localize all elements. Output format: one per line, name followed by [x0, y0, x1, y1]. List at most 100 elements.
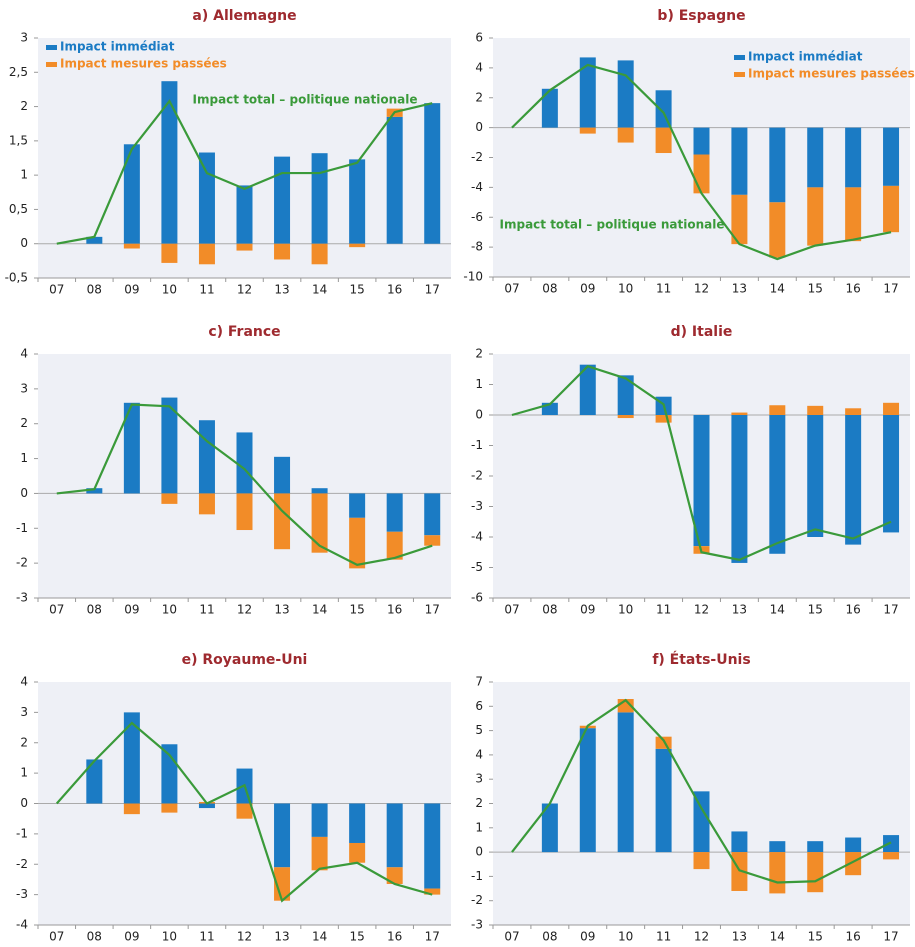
- x-tick-label: 16: [387, 603, 402, 617]
- x-tick-label: 11: [656, 930, 671, 944]
- x-tick-label: 15: [808, 603, 823, 617]
- bar: [617, 375, 634, 415]
- bar: [236, 185, 253, 244]
- x-tick-label: 14: [312, 283, 327, 297]
- x-tick-label: 07: [49, 283, 64, 297]
- bar: [424, 493, 441, 536]
- bar: [655, 415, 672, 423]
- chart-title: a) Allemagne: [192, 8, 296, 24]
- x-tick-label: 15: [808, 930, 823, 944]
- x-tick-label: 16: [845, 930, 860, 944]
- bar: [883, 127, 900, 186]
- bar: [311, 243, 328, 265]
- bar: [769, 852, 786, 894]
- bar: [769, 202, 786, 258]
- chart-panel: b) Espagne -10 -8 -6 -4 -2 0 2 4 6 07 08 09 10 11 12 13 1…: [463, 8, 914, 296]
- y-tick-label: 3: [475, 772, 483, 786]
- bar: [274, 156, 291, 244]
- x-tick-label: 12: [237, 603, 252, 617]
- x-tick-label: 10: [618, 282, 633, 296]
- bar: [274, 867, 291, 901]
- x-tick-label: 08: [87, 283, 102, 297]
- x-tick-label: 14: [770, 930, 785, 944]
- y-tick-label: -2: [471, 150, 483, 164]
- x-tick-label: 15: [808, 282, 823, 296]
- x-tick-label: 09: [580, 603, 595, 617]
- bar: [236, 243, 253, 251]
- bar: [655, 90, 672, 128]
- x-tick-label: 12: [694, 930, 709, 944]
- y-tick-label: 0: [20, 796, 28, 810]
- bar: [807, 852, 824, 893]
- y-tick-label: 1: [20, 451, 28, 465]
- y-tick-label: -3: [16, 591, 28, 605]
- x-tick-label: 12: [237, 930, 252, 944]
- bar: [123, 144, 140, 244]
- chart-title: e) Royaume-Uni: [182, 652, 308, 668]
- line-label: Impact total – politique nationale: [500, 218, 725, 232]
- chart-title: d) Italie: [671, 324, 733, 340]
- y-tick-label: 6: [475, 31, 483, 45]
- x-tick-label: 11: [656, 282, 671, 296]
- bar: [386, 867, 403, 884]
- x-tick-label: 07: [49, 930, 64, 944]
- bar: [386, 116, 403, 244]
- legend-text: Impact immédiat: [748, 50, 863, 64]
- bar: [198, 152, 215, 244]
- bar: [161, 81, 178, 244]
- x-tick-label: 07: [504, 603, 519, 617]
- chart-title: c) France: [208, 324, 280, 340]
- legend-swatch: [734, 55, 745, 60]
- x-tick-label: 15: [349, 930, 364, 944]
- bar: [198, 803, 215, 809]
- x-tick-label: 08: [87, 603, 102, 617]
- bar: [274, 456, 291, 494]
- y-tick-label: 4: [475, 60, 483, 74]
- bar: [693, 415, 710, 547]
- bar: [311, 836, 328, 871]
- bar: [845, 837, 862, 853]
- legend-text: Impact immédiat: [60, 40, 175, 54]
- y-tick-label: 2: [475, 347, 483, 361]
- x-tick-label: 09: [124, 930, 139, 944]
- bar: [198, 243, 215, 265]
- bar: [386, 493, 403, 532]
- y-tick-label: 1: [20, 168, 28, 182]
- y-tick-label: -2: [471, 893, 483, 907]
- bar: [311, 493, 328, 553]
- x-tick-label: 17: [425, 603, 440, 617]
- bar: [845, 408, 862, 415]
- x-tick-label: 09: [580, 282, 595, 296]
- x-tick-label: 08: [87, 930, 102, 944]
- bar: [386, 803, 403, 868]
- bar: [845, 852, 862, 876]
- x-tick-label: 11: [199, 283, 214, 297]
- bar: [274, 243, 291, 260]
- x-tick-label: 13: [732, 603, 747, 617]
- y-tick-label: 0: [20, 236, 28, 250]
- x-tick-label: 10: [162, 603, 177, 617]
- bar: [274, 803, 291, 868]
- bar: [311, 803, 328, 837]
- bar: [617, 127, 634, 143]
- bar: [349, 243, 366, 248]
- y-tick-label: 2: [20, 416, 28, 430]
- y-tick-label: 0: [475, 120, 483, 134]
- bar: [161, 243, 178, 263]
- bar: [86, 759, 103, 804]
- x-tick-label: 08: [542, 282, 557, 296]
- y-tick-label: 2: [475, 796, 483, 810]
- bar: [424, 535, 441, 546]
- y-tick-label: 4: [475, 747, 483, 761]
- x-tick-label: 13: [732, 930, 747, 944]
- bar: [617, 415, 634, 419]
- x-tick-label: 17: [883, 603, 898, 617]
- bar: [123, 402, 140, 494]
- bar: [161, 493, 178, 504]
- y-tick-label: 3: [20, 31, 28, 45]
- chart-title: f) États-Unis: [652, 651, 750, 668]
- bar: [807, 841, 824, 853]
